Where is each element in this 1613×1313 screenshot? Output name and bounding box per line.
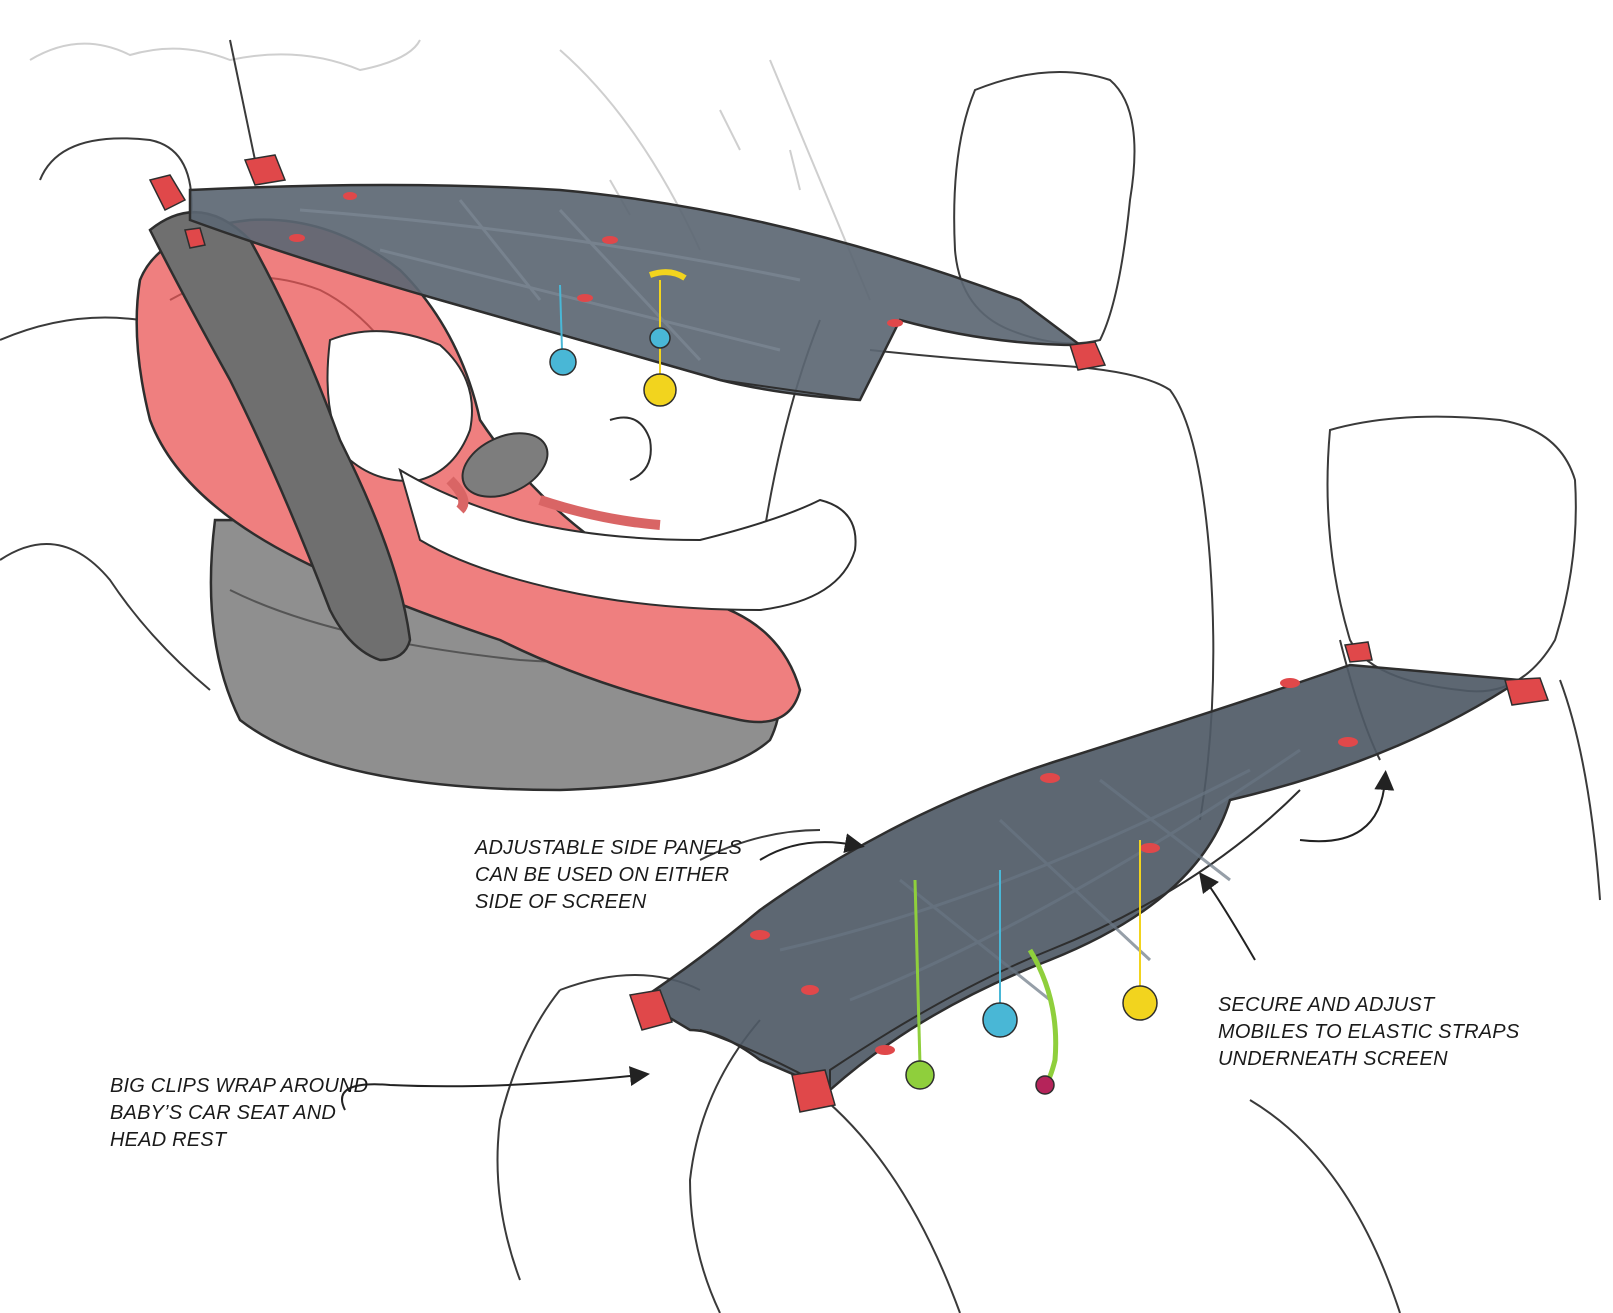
annotation-line: UNDERNEATH SCREEN — [1218, 1048, 1448, 1070]
annotation-line: CAN BE USED ON EITHER — [475, 864, 730, 886]
clip-icon — [1069, 341, 1107, 371]
annotation-line: ADJUSTABLE SIDE PANELS — [475, 837, 743, 859]
clip-icon — [791, 1069, 836, 1113]
infant-car-seat — [135, 211, 857, 792]
clip-icon — [629, 989, 673, 1031]
annotation-line: MOBILES TO ELASTIC STRAPS — [1218, 1021, 1520, 1043]
annotation-mobiles: SECURE AND ADJUST MOBILES TO ELASTIC STR… — [1218, 992, 1519, 1073]
sunscreen-panel-bottom — [629, 641, 1550, 1113]
clip-icon — [1344, 641, 1373, 663]
clip-icon — [1504, 677, 1550, 706]
annotation-line: BABY’S CAR SEAT AND — [110, 1102, 337, 1124]
annotation-line: SIDE OF SCREEN — [475, 891, 647, 913]
annotation-side-panels: ADJUSTABLE SIDE PANELS CAN BE USED ON EI… — [475, 835, 742, 916]
annotation-clips: BIG CLIPS WRAP AROUND BABY’S CAR SEAT AN… — [110, 1073, 368, 1154]
clip-icon — [184, 227, 206, 249]
annotation-line: SECURE AND ADJUST — [1218, 994, 1435, 1016]
clip-icon — [243, 154, 287, 186]
annotation-line: HEAD REST — [110, 1129, 227, 1151]
annotation-arrows — [341, 770, 1395, 1111]
annotation-line: BIG CLIPS WRAP AROUND — [110, 1075, 369, 1097]
clip-icon — [148, 174, 187, 212]
sunscreen-panel-top — [148, 154, 1107, 407]
